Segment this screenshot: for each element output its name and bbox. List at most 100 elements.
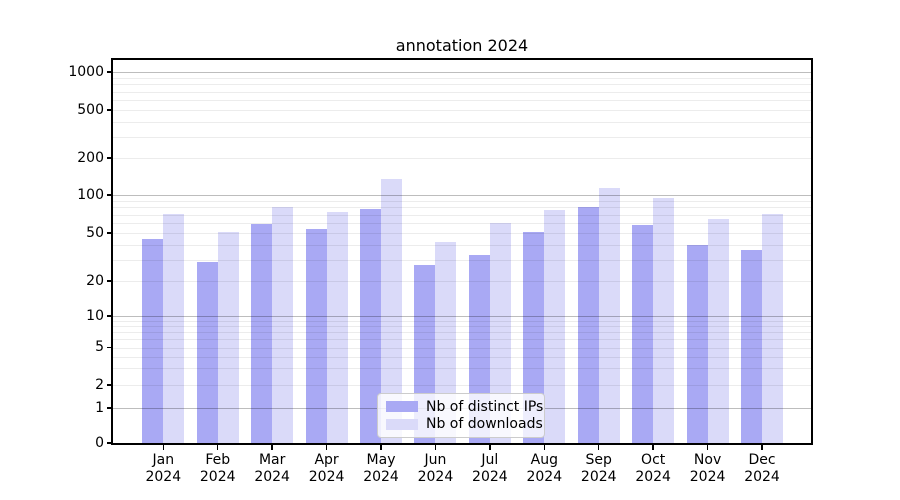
gridline-major	[113, 72, 811, 73]
x-tick-label: Jul 2024	[472, 452, 508, 485]
x-tick-label: Jun 2024	[417, 452, 454, 485]
bar-distinct-ips-sep	[577, 206, 599, 443]
x-tick	[706, 445, 709, 450]
y-tick-label: 5	[95, 339, 104, 355]
bar-distinct-ips-jan	[142, 238, 164, 443]
y-tick-label: 100	[77, 186, 104, 203]
x-tick	[489, 445, 491, 450]
x-tick-label: May 2024	[363, 452, 399, 485]
y-tick-label: 500	[77, 101, 104, 118]
bar-distinct-ips-feb	[196, 261, 218, 443]
gridline-minor	[113, 136, 811, 138]
bar-distinct-ips-nov	[686, 244, 708, 443]
legend-item-downloads: Nb of downloads	[386, 416, 543, 432]
x-tick	[652, 445, 654, 450]
bar-distinct-ips-mar	[251, 223, 273, 443]
y-tick	[107, 71, 112, 73]
legend-swatch-distinct-ips	[386, 401, 418, 413]
y-tick	[107, 232, 112, 234]
bar-downloads-oct	[653, 197, 675, 443]
gridline-minor	[113, 214, 811, 216]
gridline-minor	[113, 244, 811, 246]
gridline-minor	[113, 121, 811, 123]
y-tick	[107, 407, 112, 409]
bar-downloads-jan	[163, 213, 185, 443]
bar-distinct-ips-oct	[632, 224, 654, 443]
gridline-minor	[113, 385, 811, 386]
x-tick	[434, 445, 437, 450]
legend: Nb of distinct IPs Nb of downloads	[377, 393, 545, 438]
bar-downloads-jun	[435, 242, 457, 443]
bar-distinct-ips-dec	[741, 250, 763, 443]
bar-distinct-ips-apr	[305, 228, 327, 443]
gridline-major	[113, 195, 811, 196]
bar-downloads-sep	[598, 188, 620, 443]
x-tick-label: Sep 2024	[580, 452, 617, 485]
gridline-minor	[113, 207, 811, 209]
gridline-minor	[113, 84, 811, 86]
bar-downloads-apr	[326, 211, 348, 443]
y-tick	[107, 384, 112, 386]
gridline-minor	[113, 368, 811, 370]
chart-title: annotation 2024	[395, 36, 529, 55]
x-tick	[162, 445, 165, 450]
gridline-minor	[113, 77, 811, 79]
x-tick-label: Mar 2024	[254, 452, 290, 485]
bar-downloads-mar	[272, 207, 294, 443]
y-tick	[107, 157, 112, 159]
gridline-minor	[113, 356, 811, 358]
gridline-minor	[113, 339, 811, 341]
bar-downloads-may	[381, 178, 403, 443]
y-tick	[107, 280, 112, 282]
legend-label-distinct-ips: Nb of distinct IPs	[426, 398, 544, 415]
bar-downloads-jul	[489, 223, 511, 443]
gridline-minor	[113, 100, 811, 101]
gridline-minor	[113, 332, 811, 334]
gridline-minor	[113, 281, 811, 282]
gridline-minor	[113, 158, 811, 159]
bar-downloads-nov	[707, 219, 729, 443]
x-tick-label: Oct 2024	[635, 452, 671, 485]
bar-downloads-dec	[762, 213, 784, 443]
legend-item-distinct-ips: Nb of distinct IPs	[386, 399, 543, 415]
gridline-minor	[113, 259, 811, 261]
gridline-minor	[113, 110, 811, 111]
x-tick	[216, 445, 219, 450]
x-tick	[271, 445, 273, 450]
y-tick	[107, 194, 112, 196]
bar-distinct-ips-may	[360, 208, 382, 443]
y-tick-label: 10	[86, 307, 104, 324]
x-tick-label: Aug 2024	[526, 452, 563, 485]
bar-downloads-aug	[544, 210, 566, 443]
x-tick	[761, 445, 763, 450]
y-tick-label: 50	[86, 224, 104, 241]
gridline-minor	[113, 320, 811, 322]
x-tick-label: Nov 2024	[689, 452, 726, 485]
y-tick	[107, 442, 112, 444]
legend-label-downloads: Nb of downloads	[426, 416, 543, 433]
y-tick-label: 2	[95, 376, 104, 393]
x-tick	[325, 445, 328, 450]
x-tick	[380, 445, 382, 450]
gridline-minor	[113, 326, 811, 328]
x-tick-label: Apr 2024	[308, 452, 345, 485]
gridline-minor	[113, 91, 811, 93]
gridline-major	[113, 316, 811, 317]
gridline-minor	[113, 223, 811, 224]
y-tick-label: 1	[95, 399, 104, 416]
gridline-minor	[113, 233, 811, 234]
x-tick	[543, 445, 546, 450]
x-tick-label: Dec 2024	[744, 452, 780, 485]
legend-swatch-downloads	[386, 418, 418, 430]
gridline-minor	[113, 200, 811, 202]
y-tick-label: 200	[77, 149, 104, 166]
y-tick-label: 20	[86, 272, 104, 289]
y-tick	[107, 346, 112, 349]
y-tick-label: 1000	[68, 63, 104, 80]
gridline-minor	[113, 347, 811, 349]
y-tick-label: 0	[95, 434, 104, 451]
bar-distinct-ips-aug	[523, 231, 545, 443]
x-tick	[597, 445, 600, 450]
x-tick-label: Feb 2024	[199, 452, 236, 485]
